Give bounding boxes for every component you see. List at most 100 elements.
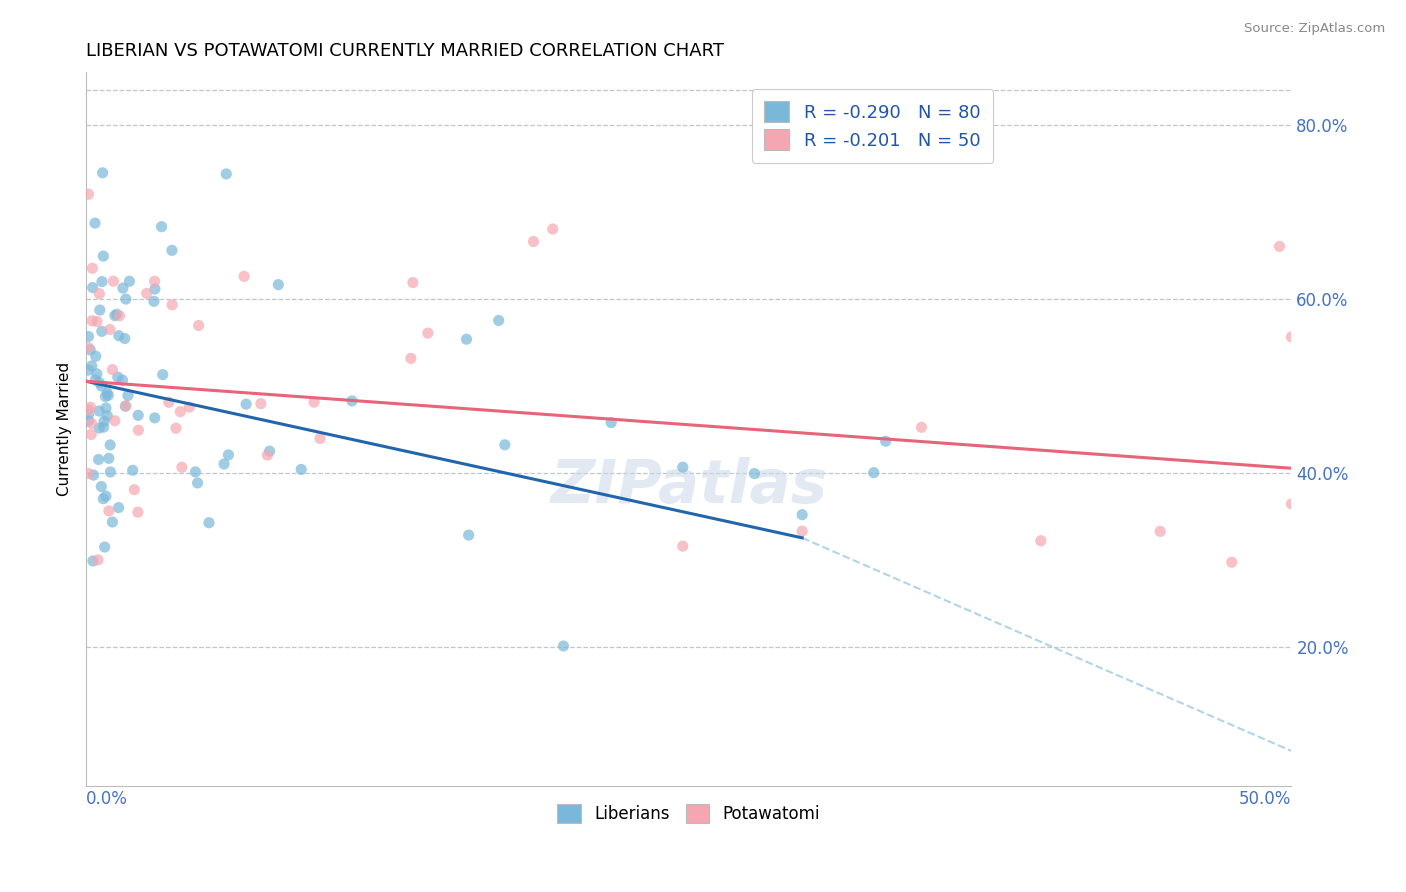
Point — [233, 269, 256, 284]
Point — [157, 395, 180, 409]
Point — [187, 475, 209, 490]
Point — [107, 370, 129, 384]
Point — [82, 554, 104, 568]
Point — [127, 423, 149, 437]
Point — [79, 343, 101, 357]
Point — [104, 414, 127, 428]
Point — [89, 286, 111, 301]
Point — [98, 322, 121, 336]
Point — [77, 403, 100, 417]
Point — [160, 244, 183, 258]
Point — [77, 414, 100, 428]
Point — [488, 313, 510, 327]
Point — [93, 540, 115, 554]
Point — [91, 275, 114, 289]
Point — [875, 434, 897, 449]
Point — [82, 280, 104, 294]
Point — [84, 349, 107, 363]
Point — [91, 491, 114, 506]
Point — [105, 307, 128, 321]
Point — [198, 516, 221, 530]
Text: Source: ZipAtlas.com: Source: ZipAtlas.com — [1244, 22, 1385, 36]
Point — [94, 489, 117, 503]
Point — [457, 528, 479, 542]
Point — [235, 397, 257, 411]
Point — [127, 409, 149, 423]
Point — [152, 368, 174, 382]
Point — [672, 539, 695, 553]
Point — [143, 410, 166, 425]
Point — [302, 395, 325, 409]
Point — [114, 292, 136, 306]
Point — [792, 508, 814, 522]
Point — [169, 404, 191, 418]
Point — [98, 438, 121, 452]
Point — [600, 416, 623, 430]
Point — [416, 326, 439, 340]
Point — [456, 332, 478, 346]
Point — [111, 281, 134, 295]
Point — [117, 388, 139, 402]
Point — [86, 367, 108, 381]
Point — [79, 401, 101, 415]
Point — [90, 324, 112, 338]
Point — [256, 448, 278, 462]
Point — [80, 427, 103, 442]
Point — [80, 359, 103, 373]
Point — [114, 332, 136, 346]
Point — [142, 294, 165, 309]
Point — [402, 276, 425, 290]
Point — [399, 351, 422, 366]
Point — [108, 328, 131, 343]
Point — [91, 166, 114, 180]
Point — [121, 463, 143, 477]
Point — [93, 420, 115, 434]
Point — [553, 639, 575, 653]
Point — [494, 438, 516, 452]
Point — [77, 341, 100, 355]
Point — [100, 465, 122, 479]
Point — [217, 448, 239, 462]
Point — [1220, 555, 1243, 569]
Point — [108, 309, 131, 323]
Point — [143, 282, 166, 296]
Point — [522, 235, 544, 249]
Point — [93, 249, 115, 263]
Text: 50.0%: 50.0% — [1239, 790, 1292, 808]
Point — [94, 390, 117, 404]
Point — [107, 500, 129, 515]
Point — [86, 315, 108, 329]
Point — [290, 462, 312, 476]
Text: 0.0%: 0.0% — [86, 790, 128, 808]
Point — [184, 465, 207, 479]
Point — [101, 515, 124, 529]
Point — [77, 363, 100, 377]
Point — [87, 404, 110, 418]
Point — [124, 483, 146, 497]
Point — [90, 379, 112, 393]
Point — [83, 468, 105, 483]
Point — [170, 460, 193, 475]
Point — [150, 219, 173, 234]
Point — [259, 444, 281, 458]
Point — [97, 504, 120, 518]
Point — [309, 432, 332, 446]
Point — [1281, 497, 1303, 511]
Point — [160, 298, 183, 312]
Point — [127, 505, 149, 519]
Point — [165, 421, 187, 435]
Point — [250, 396, 273, 410]
Y-axis label: Currently Married: Currently Married — [58, 362, 72, 496]
Point — [792, 524, 814, 538]
Point — [89, 376, 111, 390]
Point — [93, 414, 115, 428]
Point — [135, 286, 157, 301]
Point — [1268, 239, 1291, 253]
Point — [215, 167, 238, 181]
Point — [89, 303, 111, 318]
Point — [187, 318, 209, 333]
Point — [89, 421, 111, 435]
Point — [118, 274, 141, 288]
Point — [541, 222, 564, 236]
Point — [96, 386, 118, 401]
